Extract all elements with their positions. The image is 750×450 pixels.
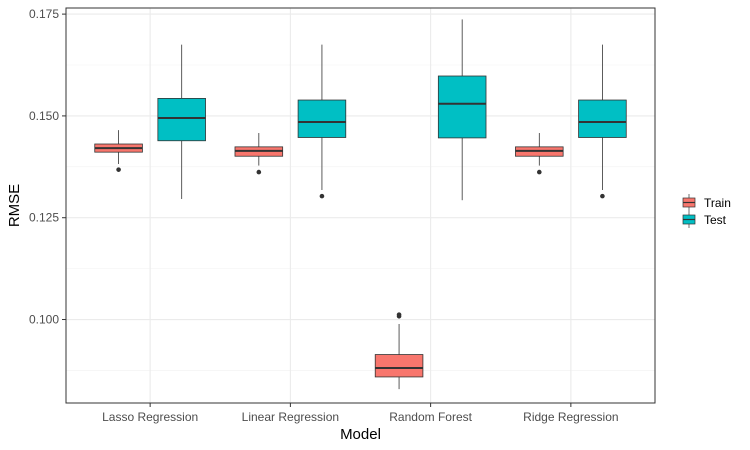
- plot-panel-background: [66, 8, 655, 403]
- box-train-1: [234, 133, 284, 175]
- box-train-3: [515, 133, 564, 175]
- minor-gridlines: [66, 64, 655, 371]
- box-iqr: [437, 75, 487, 139]
- plot-panel-border: [65, 7, 656, 404]
- y-tick-label: 0.100: [29, 313, 59, 327]
- x-axis: Lasso Regression Linear Regression Random …: [102, 403, 619, 424]
- outlier-point: [537, 169, 542, 175]
- x-tick-label: Lasso Regression: [102, 410, 198, 424]
- y-axis: 0.100 0.125 0.150 0.175: [29, 7, 66, 327]
- x-tick-label: Random Forest: [389, 410, 472, 424]
- y-tick-label: 0.175: [29, 7, 59, 21]
- y-tick-label: 0.150: [29, 109, 59, 123]
- legend-label: Test: [704, 213, 727, 227]
- box-iqr: [157, 98, 206, 142]
- box-groups: [94, 19, 627, 390]
- legend-label: Train: [704, 196, 731, 210]
- x-axis-title: Model: [340, 426, 381, 443]
- box-test-2: [437, 19, 487, 201]
- outlier-point: [396, 312, 402, 317]
- y-axis-title: RMSE: [6, 184, 23, 227]
- legend-item-test: Test: [682, 211, 727, 228]
- outlier-point: [256, 169, 262, 175]
- outlier-point: [600, 193, 605, 199]
- box-test-3: [578, 44, 627, 199]
- x-tick-label: Ridge Regression: [523, 410, 618, 424]
- box-train-0: [94, 130, 143, 172]
- legend-item-train: Train: [682, 194, 731, 211]
- box-test-0: [157, 44, 206, 199]
- box-train-2: [374, 312, 424, 390]
- box-iqr: [297, 99, 347, 138]
- box-iqr: [578, 99, 627, 138]
- box-test-1: [297, 44, 347, 199]
- box-iqr: [374, 354, 424, 378]
- outlier-point: [116, 167, 121, 172]
- outlier-point: [319, 193, 325, 199]
- y-tick-label: 0.125: [29, 211, 59, 225]
- legend: Train Test: [682, 194, 731, 228]
- x-tick-label: Linear Regression: [242, 410, 339, 424]
